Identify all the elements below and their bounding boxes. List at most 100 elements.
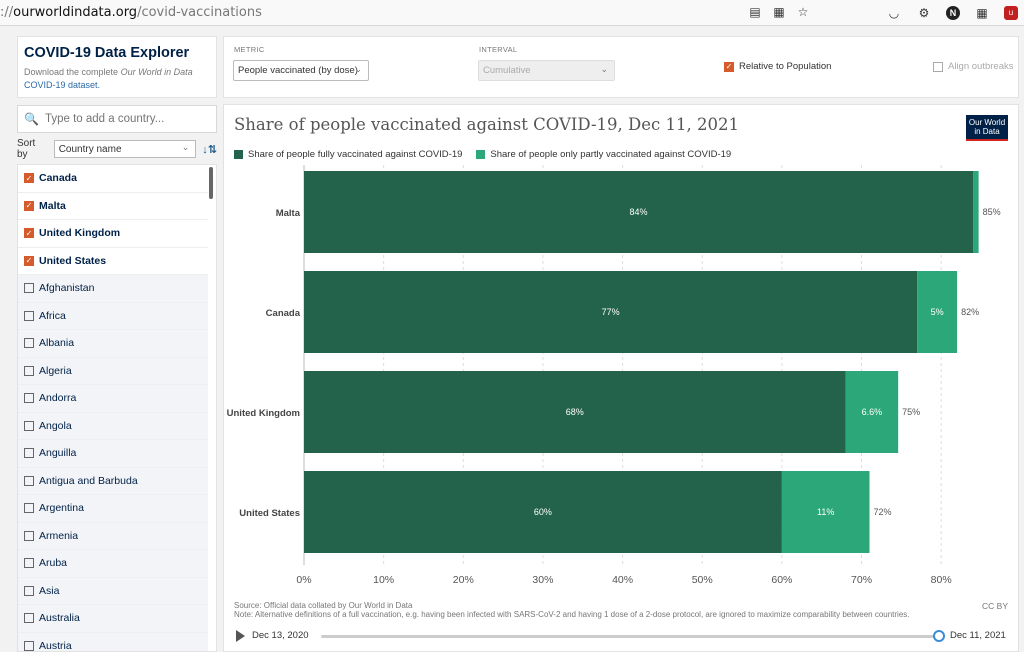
country-item[interactable]: Africa (18, 302, 208, 330)
country-item[interactable]: Armenia (18, 522, 208, 550)
bar-full[interactable] (304, 371, 846, 453)
relative-to-population-checkbox[interactable]: ✓ Relative to Population (724, 61, 831, 72)
license-link[interactable]: CC BY (982, 601, 1008, 611)
explorer-title: COVID-19 Data Explorer (24, 45, 190, 61)
bar-partial[interactable] (973, 171, 979, 253)
bar-full[interactable] (304, 471, 782, 553)
checkbox-icon[interactable] (24, 448, 34, 459)
extensions-grid-icon[interactable]: ▦ (976, 5, 988, 20)
checkbox-checked-icon[interactable]: ✓ (24, 173, 34, 184)
align-label: Align outbreaks (948, 61, 1014, 72)
country-label: Anguilla (39, 447, 77, 460)
country-item[interactable]: Aruba (18, 550, 208, 578)
checkbox-checked-icon[interactable]: ✓ (24, 255, 34, 266)
checkbox-icon[interactable] (24, 475, 34, 486)
desc-prefix: Download the complete (24, 67, 121, 77)
chart-title: Share of people vaccinated against COVID… (234, 115, 739, 134)
sort-label: Sort by (17, 138, 36, 160)
category-label: United States (239, 508, 300, 519)
timeline-track[interactable] (321, 635, 939, 638)
ublock-icon[interactable]: u (1004, 5, 1018, 20)
x-tick-label: 30% (532, 574, 553, 586)
country-item[interactable]: Anguilla (18, 440, 208, 468)
checkbox-checked-icon[interactable]: ✓ (24, 228, 34, 239)
bar-full[interactable] (304, 271, 918, 353)
checkbox-icon[interactable] (24, 585, 34, 596)
sort-select[interactable]: Country name ⌄ (53, 140, 197, 158)
play-icon[interactable] (236, 630, 245, 642)
country-item[interactable]: Asia (18, 577, 208, 605)
dataset-link[interactable]: COVID-19 dataset. (24, 80, 101, 90)
bookmark-star-icon[interactable]: ☆ (797, 5, 809, 19)
country-search[interactable]: 🔍 (17, 105, 217, 133)
country-label: Andorra (39, 392, 77, 405)
country-item[interactable]: Argentina (18, 495, 208, 523)
checkbox-icon[interactable] (24, 393, 34, 404)
metric-label: METRIC (234, 45, 265, 54)
checkbox-checked-icon[interactable]: ✓ (24, 200, 34, 211)
legend-item-partial[interactable]: Share of people only partly vaccinated a… (476, 149, 731, 160)
legend-item-full[interactable]: Share of people fully vaccinated against… (234, 149, 462, 160)
sort-value: Country name (58, 143, 122, 155)
bar-partial[interactable] (917, 271, 958, 353)
x-tick-label: 80% (931, 574, 952, 586)
checkbox-icon[interactable] (24, 530, 34, 541)
owid-logo[interactable]: Our World in Data (966, 115, 1008, 141)
timeline-start: Dec 13, 2020 (252, 630, 309, 641)
bar-partial[interactable] (845, 371, 899, 453)
legend-swatch-full (234, 150, 243, 159)
url-bar[interactable]: ://ourworldindata.org/covid-vaccinations (0, 5, 262, 20)
align-outbreaks-checkbox[interactable]: Align outbreaks (933, 61, 1013, 72)
country-label: Albania (39, 337, 75, 350)
sync-icon[interactable]: ⚙ (918, 5, 930, 20)
metric-value: People vaccinated (by dose) (238, 65, 358, 76)
x-tick-label: 60% (771, 574, 792, 586)
checkbox-icon[interactable] (24, 338, 34, 349)
metric-dropdown[interactable]: People vaccinated (by dose) ⌄ (233, 60, 369, 81)
country-item[interactable]: Albania (18, 330, 208, 358)
qr-code-icon[interactable]: ▦ (773, 5, 785, 19)
timeline-end: Dec 11, 2021 (950, 630, 1006, 641)
country-label: Argentina (39, 502, 84, 515)
chevron-down-icon: ⌄ (600, 64, 608, 74)
checkbox-icon[interactable] (24, 558, 34, 569)
desc-italic: Our World in Data (120, 67, 193, 77)
bar-partial[interactable] (781, 471, 870, 553)
checkbox-icon[interactable] (24, 613, 34, 624)
checkbox-icon[interactable] (24, 310, 34, 321)
country-item[interactable]: Afghanistan (18, 275, 208, 303)
bar-chart: 0% 10% 20% 30% 40% 50% 60% 70% 80% Malta 84% 85% Can… (227, 165, 1001, 586)
country-item[interactable]: ✓ Canada (18, 165, 208, 193)
bar-full[interactable] (304, 171, 974, 253)
pocket-icon[interactable]: ◡ (888, 5, 900, 20)
bar-total-label: 72% (873, 507, 891, 517)
country-item[interactable]: Antigua and Barbuda (18, 467, 208, 495)
country-item[interactable]: Algeria (18, 357, 208, 385)
country-item[interactable]: Austria (18, 632, 208, 651)
extension-n-icon[interactable]: N (946, 5, 960, 20)
country-item[interactable]: ✓ United States (18, 247, 208, 275)
country-item[interactable]: Andorra (18, 385, 208, 413)
checkbox-icon[interactable] (24, 640, 34, 651)
reader-view-icon[interactable]: ▤ (749, 5, 761, 19)
country-item[interactable]: Angola (18, 412, 208, 440)
checkbox-icon[interactable] (24, 503, 34, 514)
timeline-handle[interactable] (933, 630, 945, 642)
country-item[interactable]: ✓ Malta (18, 192, 208, 220)
country-list-scrollbar[interactable] (209, 167, 213, 199)
checkbox-icon[interactable] (24, 420, 34, 431)
bar-label-partial: 5% (931, 307, 944, 317)
search-input[interactable] (44, 113, 205, 125)
country-item[interactable]: ✓ United Kingdom (18, 220, 208, 248)
bar-label-partial: 6.6% (862, 407, 883, 417)
legend-label-partial: Share of people only partly vaccinated a… (490, 149, 732, 160)
country-label: Asia (39, 584, 60, 597)
interval-dropdown[interactable]: Cumulative ⌄ (478, 60, 615, 81)
chevron-down-icon: ⌄ (354, 64, 362, 74)
bar-total-label: 75% (902, 407, 920, 417)
country-item[interactable]: Australia (18, 605, 208, 633)
checkbox-icon[interactable] (24, 365, 34, 376)
sort-direction-icon[interactable]: ↓⇅ (202, 143, 217, 156)
checkbox-icon[interactable] (24, 283, 34, 294)
search-icon: 🔍 (24, 112, 39, 126)
